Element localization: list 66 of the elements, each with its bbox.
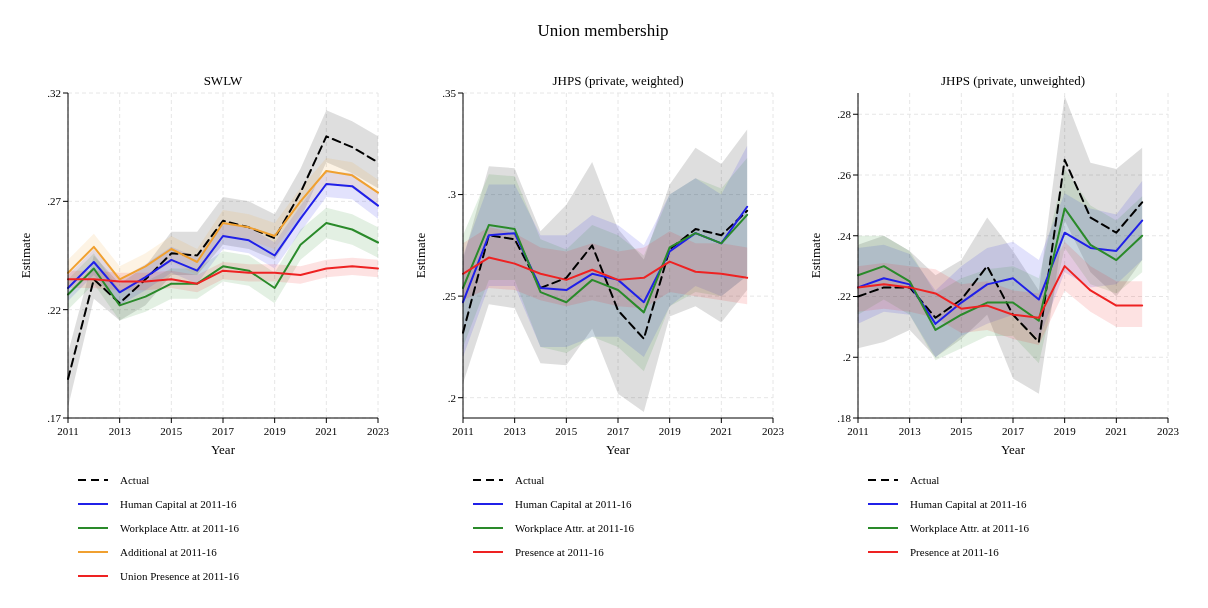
legend-label: Presence at 2011-16 — [515, 545, 605, 558]
y-tick-label: .2 — [842, 351, 851, 364]
x-tick-label: 2015 — [160, 425, 183, 437]
x-tick-label: 2017 — [212, 425, 235, 437]
y-tick-label: .35 — [442, 86, 457, 99]
y-tick-label: .24 — [837, 229, 852, 242]
x-tick-label: 2021 — [1105, 425, 1128, 437]
y-axis-title: Estimate — [18, 232, 33, 279]
x-tick-label: 2011 — [847, 425, 869, 437]
x-tick-label: 2017 — [1002, 425, 1025, 437]
y-tick-label: .25 — [442, 289, 457, 302]
line-series — [857, 265, 1144, 319]
y-tick-label: .28 — [837, 108, 852, 121]
chart-title: JHPS (private, unweighted) — [940, 73, 1086, 88]
legend-label: Union Presence at 2011-16 — [120, 569, 240, 582]
x-tick-label: 2023 — [367, 425, 390, 437]
x-tick-label: 2013 — [503, 425, 527, 437]
legend-label: Workplace Attr. at 2011-16 — [120, 521, 240, 534]
y-tick-label: .27 — [47, 195, 62, 208]
line-series — [67, 222, 379, 307]
y-tick-label: .32 — [47, 86, 61, 99]
x-tick-label: 2023 — [1157, 425, 1180, 437]
legend-label: Human Capital at 2011-16 — [910, 497, 1028, 510]
x-tick-label: 2021 — [315, 425, 338, 437]
legend-label: Additional at 2011-16 — [120, 545, 218, 558]
legend-label: Presence at 2011-16 — [910, 545, 1000, 558]
x-tick-label: 2011 — [452, 425, 474, 437]
line-series — [67, 265, 379, 285]
y-tick-label: .22 — [47, 303, 61, 316]
y-tick-label: .26 — [837, 168, 852, 181]
y-tick-label: .17 — [47, 411, 62, 424]
y-tick-label: .2 — [447, 391, 456, 404]
x-tick-label: 2021 — [710, 425, 733, 437]
x-tick-label: 2013 — [108, 425, 132, 437]
x-tick-label: 2017 — [607, 425, 630, 437]
legend-label: Human Capital at 2011-16 — [120, 497, 238, 510]
x-tick-label: 2019 — [263, 425, 287, 437]
chart-title: SWLW — [203, 73, 244, 88]
legend-label: Actual — [910, 473, 940, 486]
line-series — [462, 256, 749, 281]
x-tick-label: 2023 — [762, 425, 785, 437]
y-axis-title: Estimate — [413, 232, 428, 279]
legend-label: Actual — [120, 473, 150, 486]
x-axis-title: Year — [211, 442, 236, 457]
legend-label: Human Capital at 2011-16 — [515, 497, 633, 510]
line-series — [67, 183, 379, 294]
y-axis-title: Estimate — [808, 232, 823, 279]
x-tick-label: 2013 — [898, 425, 922, 437]
line-series — [462, 213, 749, 314]
y-tick-label: .3 — [447, 188, 457, 201]
x-tick-label: 2015 — [555, 425, 578, 437]
legend-label: Workplace Attr. at 2011-16 — [910, 521, 1030, 534]
text: Union membership — [537, 21, 669, 40]
legend-label: Workplace Attr. at 2011-16 — [515, 521, 635, 534]
chart-title: JHPS (private, weighted) — [552, 73, 684, 88]
legend-label: Actual — [515, 473, 545, 486]
x-tick-label: 2019 — [1053, 425, 1077, 437]
x-axis-title: Year — [606, 442, 631, 457]
x-axis-title: Year — [1001, 442, 1026, 457]
line-series — [462, 205, 749, 304]
x-tick-label: 2015 — [950, 425, 973, 437]
x-tick-label: 2019 — [658, 425, 682, 437]
y-tick-label: .18 — [837, 411, 852, 424]
y-tick-label: .22 — [837, 290, 851, 303]
line-series — [67, 170, 379, 281]
x-tick-label: 2011 — [57, 425, 79, 437]
